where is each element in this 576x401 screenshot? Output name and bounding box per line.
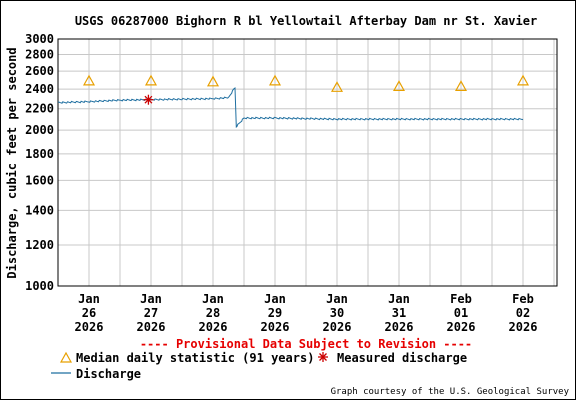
y-tick-label: 1400 [25, 203, 54, 217]
x-tick-line: 27 [144, 306, 158, 320]
x-tick-label: Feb 01 2026 [447, 292, 476, 334]
y-tick-label: 2800 [25, 48, 54, 62]
median-triangle-point [144, 74, 158, 86]
x-tick-line: 2026 [323, 320, 352, 334]
x-tick-line: 2026 [509, 320, 538, 334]
x-tick-line: 2026 [261, 320, 290, 334]
x-tick-line: Jan [140, 292, 162, 306]
series-layer [57, 74, 530, 129]
median-triangle-point [392, 80, 406, 91]
x-tick-label: Feb 02 2026 [509, 292, 538, 334]
median-triangle-point [330, 81, 344, 92]
x-tick-label: Jan 27 2026 [137, 292, 166, 334]
y-tick-label: 3000 [25, 32, 54, 46]
x-tick-line: 28 [206, 306, 220, 320]
y-tick-label: 1800 [25, 147, 54, 161]
median-triangle-point [516, 74, 530, 86]
legend-label-measured: Measured discharge [337, 351, 467, 365]
y-tick-label: 2000 [25, 123, 54, 137]
x-tick-line: 31 [392, 306, 406, 320]
x-tick-line: Feb [450, 292, 472, 306]
measured-discharge-point [143, 94, 154, 105]
asterisk-stroke [144, 95, 153, 104]
legend-asterisk-icon [318, 352, 328, 362]
y-tick-label: 2400 [25, 82, 54, 96]
x-tick-line: 2026 [199, 320, 228, 334]
x-tick-label: Jan 28 2026 [199, 292, 228, 334]
y-axis-label: Discharge, cubic feet per second [5, 47, 19, 278]
legend: Median daily statistic (91 years) Measur… [51, 351, 467, 381]
grid [58, 39, 557, 286]
x-tick-line: 2026 [447, 320, 476, 334]
legend-label-discharge: Discharge [76, 367, 141, 381]
x-tick-line: 01 [454, 306, 468, 320]
x-tick-label: Jan 30 2026 [323, 292, 352, 334]
y-tick-label: 2600 [25, 64, 54, 78]
median-triangle-point [268, 74, 282, 86]
x-tick-line: Jan [264, 292, 286, 306]
median-triangle-point [454, 80, 468, 91]
x-tick-line: 2026 [75, 320, 104, 334]
y-tick-label: 1000 [25, 279, 54, 293]
plot-area [57, 38, 558, 287]
x-tick-line: Feb [512, 292, 534, 306]
y-tick-label: 2200 [25, 102, 54, 116]
chart-title: USGS 06287000 Bighorn R bl Yellowtail Af… [75, 14, 537, 28]
x-tick-line: Jan [202, 292, 224, 306]
discharge-line [57, 87, 524, 129]
x-tick-line: 26 [82, 306, 96, 320]
y-axis-ticks: 1000 1200 1400 1600 1800 2000 2200 2400 2600 2800… [25, 32, 54, 293]
x-tick-label: Jan 29 2026 [261, 292, 290, 334]
credit-text: Graph courtesy of the U.S. Geological Su… [331, 387, 570, 397]
x-tick-line: Jan [78, 292, 100, 306]
y-tick-label: 1200 [25, 238, 54, 252]
provisional-notice: ---- Provisional Data Subject to Revisio… [140, 337, 472, 351]
x-tick-line: 02 [516, 306, 530, 320]
legend-triangle-icon [59, 351, 73, 363]
median-triangle-point [82, 74, 96, 86]
x-tick-line: Jan [326, 292, 348, 306]
y-tick-label: 1600 [25, 173, 54, 187]
x-tick-line: Jan [388, 292, 410, 306]
x-tick-label: Jan 31 2026 [385, 292, 414, 334]
x-tick-line: 30 [330, 306, 344, 320]
x-tick-line: 2026 [385, 320, 414, 334]
x-tick-line: 29 [268, 306, 282, 320]
legend-label-median: Median daily statistic (91 years) [76, 351, 314, 365]
x-tick-label: Jan 26 2026 [75, 292, 104, 334]
x-tick-line: 2026 [137, 320, 166, 334]
median-triangle-point [206, 75, 220, 87]
